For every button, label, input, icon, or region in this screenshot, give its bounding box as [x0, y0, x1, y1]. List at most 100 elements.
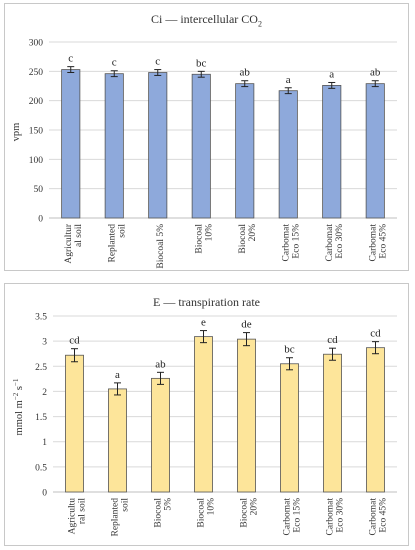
e-x-tick-label-line: Eco 30%: [336, 498, 346, 533]
e-significance-letter: ab: [155, 358, 166, 370]
ci-x-tick-label-line: Eco 15%: [291, 224, 301, 259]
ci-x-tick-label: Biocoal 20%: [238, 224, 258, 254]
e-x-tick-label-line: Carbomat: [369, 498, 379, 536]
ci-y-tick-label: 100: [29, 156, 44, 166]
e-y-tick-label: 3.5: [35, 313, 47, 323]
ci-bar: [104, 73, 124, 219]
e-x-tick-label-line: Biocoal: [197, 498, 207, 528]
ci-x-tick-label-line: Carbomat: [325, 224, 335, 262]
e-bar: [65, 354, 84, 493]
e-x-tick-label-line: Eco 15%: [293, 498, 303, 533]
ci-x-tick-label-line: Biocoal: [238, 224, 248, 254]
e-y-tick-label: 2: [42, 388, 47, 398]
ci-x-tick-label-line: Eco 30%: [335, 224, 345, 259]
e-x-tick-label-line: 5%: [164, 498, 174, 511]
e-significance-letter: bc: [284, 344, 295, 356]
e-y-axis-label: mmol m−2 s−1: [12, 378, 25, 435]
e-y-tick-label: 1: [42, 438, 47, 448]
ci-y-tick-label: 200: [29, 97, 44, 107]
ci-x-tick-label: Agricultur al soil: [64, 223, 84, 263]
ci-x-tick-label: Biocoal 5%: [156, 224, 166, 269]
ci-x-tick-label: Carbomat Eco 15%: [281, 224, 301, 262]
e-chart-panel: E — transpiration rate 0 0.5 1 1.5 2 2.5 3 3.5 c…: [4, 283, 409, 546]
ci-x-tick-label-line: Eco 45%: [378, 224, 388, 259]
e-x-tick-label-line: Eco 45%: [379, 498, 389, 533]
e-x-tick-label: Carbomat Eco 45%: [369, 498, 389, 536]
ci-x-tick-label: Carbomat Eco 45%: [368, 224, 388, 262]
ci-x-tick-label-line: Biocoal: [194, 224, 204, 254]
ci-significance-letter: ab: [240, 67, 251, 79]
e-x-tick-label-line: 10%: [207, 498, 217, 516]
ci-x-tick-label-line: 20%: [248, 224, 258, 242]
ci-significance-letter: c: [155, 56, 160, 68]
ci-x-tick-label-line: Agricultur: [64, 223, 74, 263]
ci-chart-plot: 0 50 100 150 200 250 300 c Agricultur al soil c Rep…: [11, 39, 397, 269]
ci-significance-letter: ab: [370, 67, 381, 79]
ci-significance-letter: a: [329, 68, 334, 80]
e-x-tick-label-line: Carbomat: [326, 498, 336, 536]
e-y-tick-label: 3: [42, 338, 47, 348]
e-x-tick-label: Replanted soil: [111, 498, 131, 537]
e-significance-letter: a: [115, 369, 120, 381]
ci-chart-title: Ci — intercellular CO2: [151, 12, 262, 29]
e-x-tick-label: Biocoal 10%: [197, 498, 217, 528]
e-x-tick-label: Biocoal 5%: [154, 498, 174, 528]
ci-bar: [322, 85, 342, 219]
e-bar: [280, 363, 299, 493]
e-y-tick-label: 1.5: [35, 413, 47, 423]
e-significance-letter: cd: [69, 335, 80, 347]
ci-y-tick-label: 250: [29, 68, 44, 78]
ci-x-tick-label-line: Biocoal 5%: [156, 224, 166, 269]
e-significance-letter: de: [241, 319, 252, 331]
e-x-tick-label: Biocoal 20%: [240, 498, 260, 528]
e-chart-title: E — transpiration rate: [153, 295, 260, 309]
ci-x-tick-label-line: Carbomat: [281, 224, 291, 262]
ci-y-tick-label: 50: [34, 185, 44, 195]
ci-x-tick-label-line: Carbomat: [368, 224, 378, 262]
e-x-tick-label: Carbomat Eco 30%: [326, 498, 346, 536]
ci-x-tick-label: Biocoal 10%: [194, 224, 214, 254]
e-bar: [237, 338, 256, 493]
e-significance-letter: e: [201, 317, 206, 329]
e-y-tick-label: 2.5: [35, 363, 47, 373]
ci-bar: [235, 83, 255, 219]
e-x-tick-label-line: Agricultu: [68, 498, 78, 535]
ci-significance-letter: bc: [196, 57, 207, 69]
e-x-tick-label: Agricultu ral soil: [68, 498, 88, 535]
e-bar: [323, 353, 342, 493]
ci-x-tick-label-line: 10%: [204, 224, 214, 242]
ci-x-tick-label-line: soil: [117, 224, 127, 238]
ci-bar: [278, 90, 298, 219]
e-x-tick-label-line: Biocoal: [154, 498, 164, 528]
e-bar: [151, 377, 170, 493]
ci-y-axis-label: vpm: [11, 123, 22, 142]
ci-y-tick-label: 150: [29, 127, 44, 137]
ci-bar: [191, 73, 211, 219]
e-bar: [194, 336, 213, 493]
ci-chart-panel: Ci — intercellular CO2 0 50 100 150 200 250 30…: [4, 3, 409, 271]
e-chart-plot: 0 0.5 1 1.5 2 2.5 3 3.5 cd Agricultu ral soil a Repl…: [12, 313, 397, 537]
e-y-tick-label: 0.5: [35, 463, 47, 473]
ci-bar: [61, 69, 81, 219]
ci-bar: [365, 83, 385, 219]
ci-x-tick-label-line: al soil: [74, 224, 84, 247]
e-x-tick-label-line: soil: [121, 498, 131, 512]
ci-y-tick-label: 300: [29, 39, 44, 49]
e-y-tick-label: 0: [42, 489, 47, 499]
ci-significance-letter: c: [68, 53, 73, 65]
ci-bar: [148, 72, 168, 219]
ci-significance-letter: a: [286, 74, 291, 86]
e-x-tick-label: Carbomat Eco 15%: [283, 498, 303, 536]
ci-x-tick-label: Replanted soil: [107, 224, 127, 263]
e-x-tick-label-line: Replanted: [111, 498, 121, 537]
e-x-tick-label-line: Carbomat: [283, 498, 293, 536]
e-x-tick-label-line: Biocoal: [240, 498, 250, 528]
e-bar: [366, 347, 385, 493]
ci-y-tick-label: 0: [38, 215, 43, 225]
ci-x-tick-label: Carbomat Eco 30%: [325, 224, 345, 262]
e-significance-letter: cd: [370, 328, 381, 340]
ci-significance-letter: c: [112, 57, 117, 69]
e-x-tick-label-line: ral soil: [78, 498, 88, 524]
e-significance-letter: cd: [327, 334, 338, 346]
e-bar: [108, 388, 127, 493]
